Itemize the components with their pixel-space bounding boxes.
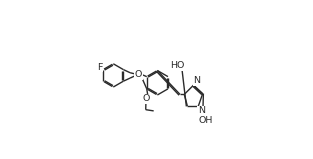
Text: N: N [193, 76, 200, 85]
Text: O: O [135, 70, 142, 79]
Text: F: F [97, 63, 103, 72]
Text: N: N [198, 106, 205, 115]
Text: O: O [143, 94, 150, 103]
Text: HO: HO [170, 61, 185, 70]
Text: OH: OH [198, 116, 213, 125]
